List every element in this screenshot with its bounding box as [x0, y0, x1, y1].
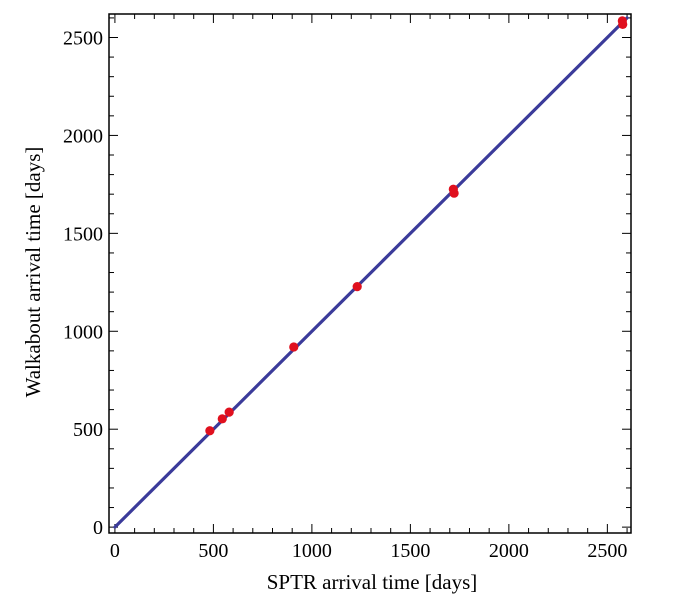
x-tick-label: 0 [110, 540, 120, 562]
data-point [289, 342, 299, 352]
data-point [352, 282, 362, 292]
data-point [224, 407, 234, 417]
data-point [205, 426, 215, 436]
x-tick-label: 500 [198, 540, 228, 562]
plot-area [108, 13, 632, 534]
x-tick-label: 1500 [390, 540, 430, 562]
x-tick-labels: 0 500 1000 1500 2000 2500 [110, 540, 627, 562]
y-tick-labels: 0 500 1000 1500 2000 2500 [63, 28, 103, 540]
x-axis-label: SPTR arrival time [days] [267, 570, 478, 594]
data-point [618, 19, 628, 29]
y-tick-label: 0 [93, 517, 103, 539]
x-tick-label: 2500 [587, 540, 627, 562]
y-tick-label: 1500 [63, 223, 103, 245]
y-tick-label: 2500 [63, 28, 103, 50]
data-point [449, 188, 459, 198]
y-axis-label: Walkabout arrival time [days] [21, 147, 45, 398]
y-tick-label: 500 [73, 419, 103, 441]
x-tick-label: 2000 [489, 540, 529, 562]
fit-line [113, 16, 629, 529]
data-point [217, 414, 227, 424]
y-tick-label: 2000 [63, 125, 103, 147]
x-tick-label: 1000 [292, 540, 332, 562]
plot-frame [108, 13, 632, 534]
y-tick-label: 1000 [63, 321, 103, 343]
